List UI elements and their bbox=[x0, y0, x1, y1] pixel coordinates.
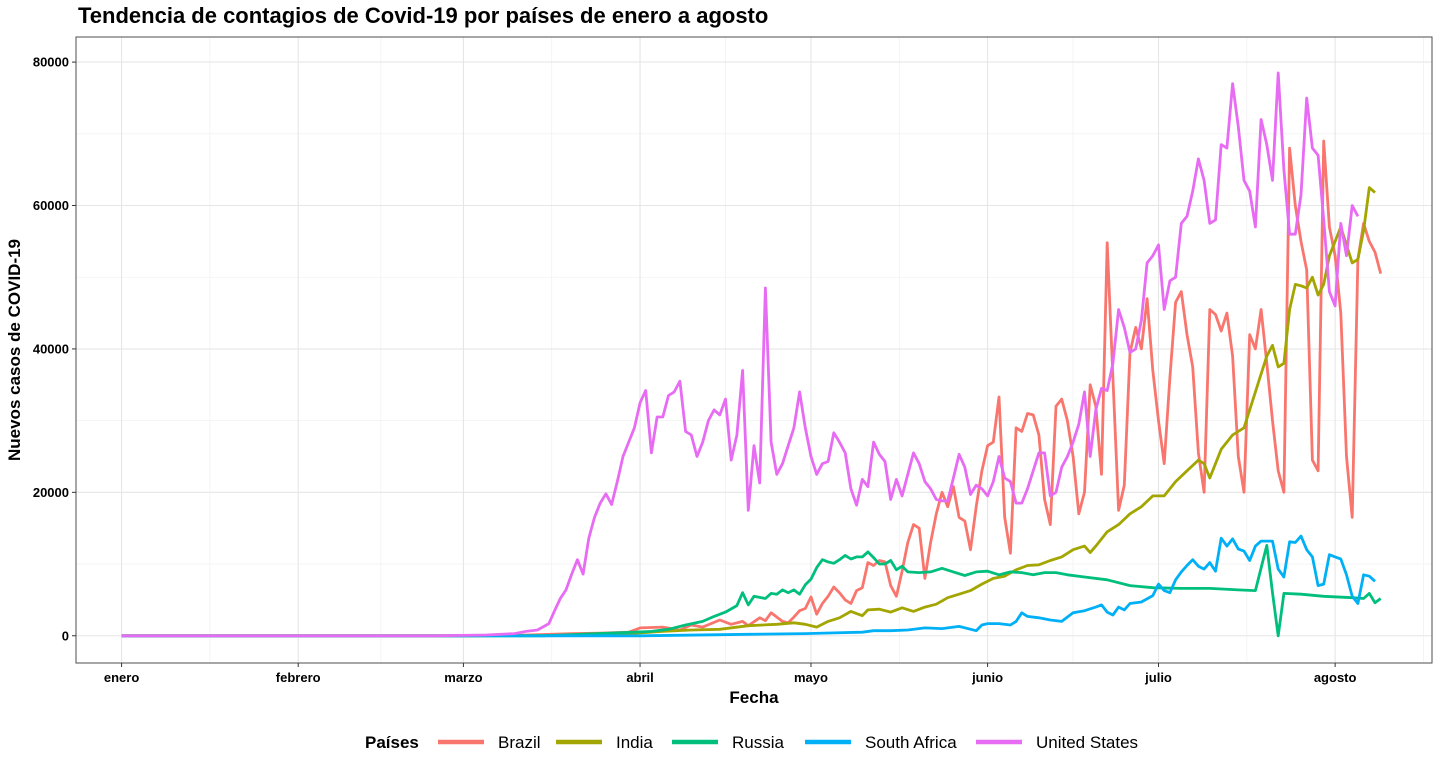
legend-label-brazil: Brazil bbox=[498, 733, 541, 752]
series-line-russia bbox=[121, 544, 1382, 638]
x-tick-label: marzo bbox=[444, 670, 482, 685]
x-tick-label: febrero bbox=[276, 670, 321, 685]
series-line-brazil bbox=[121, 139, 1383, 638]
x-tick-label: junio bbox=[971, 670, 1003, 685]
y-axis-title: Nuevos casos de COVID-19 bbox=[5, 239, 24, 461]
x-tick-label: abril bbox=[626, 670, 653, 685]
legend-label-india: India bbox=[616, 733, 653, 752]
x-tick-label: julio bbox=[1144, 670, 1172, 685]
legend-title: Países bbox=[365, 733, 419, 752]
x-axis-title: Fecha bbox=[729, 688, 779, 707]
legend-label-russia: Russia bbox=[732, 733, 785, 752]
axis-layer: 0 20000 40000 60000 80000 enero febrero marzo ab… bbox=[33, 55, 1357, 685]
y-tick-label: 60000 bbox=[33, 198, 69, 213]
x-tick-label: agosto bbox=[1314, 670, 1357, 685]
chart-title: Tendencia de contagios de Covid-19 por p… bbox=[78, 3, 768, 28]
legend-label-united-states: United States bbox=[1036, 733, 1138, 752]
series-line-united-states bbox=[121, 71, 1360, 638]
y-tick-label: 40000 bbox=[33, 341, 69, 356]
legend-label-south-africa: South Africa bbox=[865, 733, 957, 752]
series-line-south-africa bbox=[121, 534, 1376, 638]
series-layer bbox=[121, 71, 1383, 638]
x-tick-label: mayo bbox=[794, 670, 828, 685]
series-line-india bbox=[121, 186, 1376, 638]
legend: Países Brazil India Russia South Africa Unit… bbox=[365, 733, 1138, 752]
panel-border bbox=[75, 36, 1433, 664]
y-tick-label: 20000 bbox=[33, 485, 69, 500]
grid-layer bbox=[76, 37, 1432, 663]
x-tick-label: enero bbox=[104, 670, 139, 685]
y-tick-label: 80000 bbox=[33, 55, 69, 70]
y-tick-label: 0 bbox=[62, 628, 69, 643]
